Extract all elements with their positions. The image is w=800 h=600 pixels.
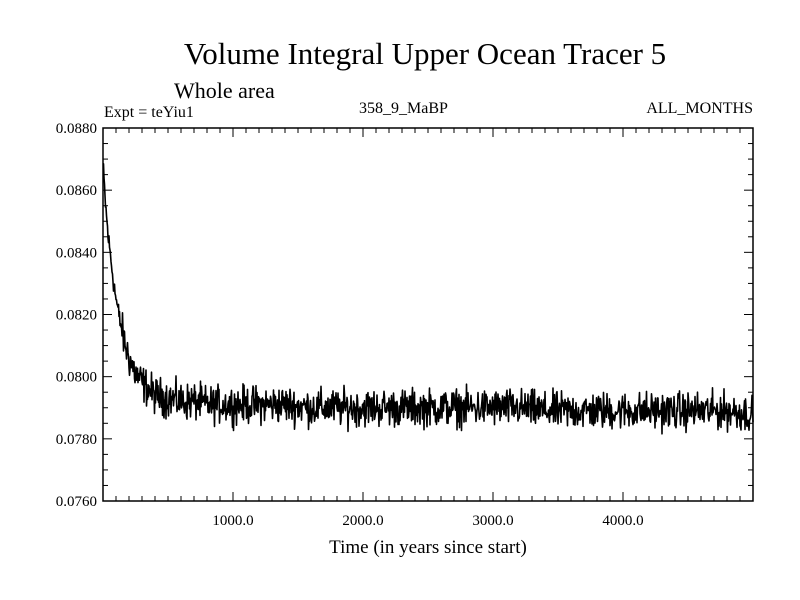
months-label: ALL_MONTHS bbox=[646, 100, 753, 117]
plot-frame bbox=[102, 127, 754, 502]
y-tick-label: 0.0820 bbox=[56, 308, 97, 324]
chart-title: Volume Integral Upper Ocean Tracer 5 bbox=[183, 36, 667, 71]
x-axis-label: Time (in years since start) bbox=[329, 537, 527, 558]
axis-ticks bbox=[103, 128, 753, 501]
x-tick-labels: 1000.0 2000.0 3000.0 4000.0 bbox=[212, 513, 643, 529]
y-tick-labels: 0.0760 0.0780 0.0800 0.0820 0.0840 0.0860 0.08… bbox=[56, 121, 97, 510]
chart-subtitle: Whole area bbox=[174, 78, 275, 103]
y-tick-label: 0.0880 bbox=[56, 121, 97, 137]
x-tick-label: 2000.0 bbox=[342, 513, 383, 529]
x-tick-label: 3000.0 bbox=[472, 513, 513, 529]
y-tick-label: 0.0840 bbox=[56, 245, 97, 261]
period-label: 358_9_MaBP bbox=[359, 100, 448, 117]
y-tick-label: 0.0780 bbox=[56, 432, 97, 448]
y-tick-label: 0.0800 bbox=[56, 370, 97, 386]
y-tick-label: 0.0860 bbox=[56, 183, 97, 199]
series-line bbox=[102, 163, 754, 435]
x-tick-label: 4000.0 bbox=[602, 513, 643, 529]
x-tick-label: 1000.0 bbox=[212, 513, 253, 529]
experiment-label: Expt = teYiu1 bbox=[104, 104, 194, 121]
y-tick-label: 0.0760 bbox=[56, 494, 97, 510]
